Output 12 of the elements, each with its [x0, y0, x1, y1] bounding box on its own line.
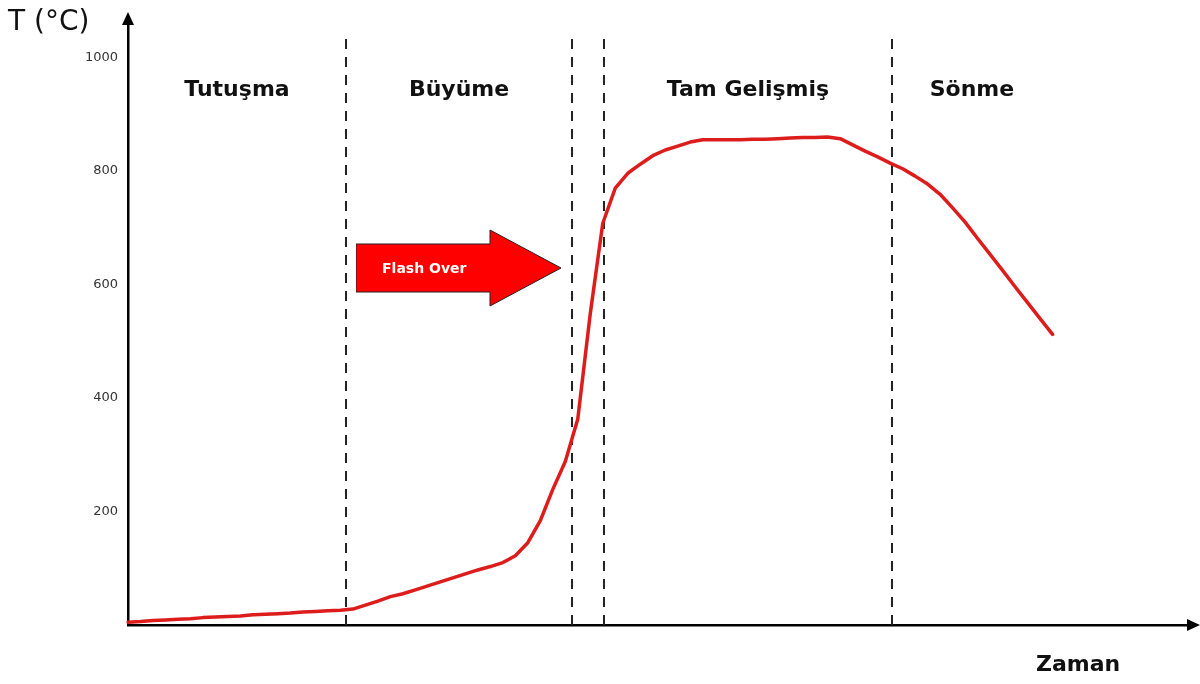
annotation: Tam Gelişmiş	[666, 76, 830, 101]
annotation: Flash Over	[382, 260, 467, 276]
annotation: Tutuşma	[184, 76, 290, 101]
y-tick-label: 1000	[84, 48, 118, 64]
y-tick-label: 600	[93, 275, 118, 291]
y-axis-title: T (°C)	[8, 4, 90, 37]
y-tick-label: 400	[93, 389, 118, 405]
annotation: Büyüme	[408, 76, 510, 101]
x-axis-title: Zaman	[1036, 651, 1121, 676]
annotation: Sönme	[929, 76, 1015, 101]
y-tick-label: 200	[93, 502, 118, 518]
y-tick-label: 800	[93, 162, 118, 178]
